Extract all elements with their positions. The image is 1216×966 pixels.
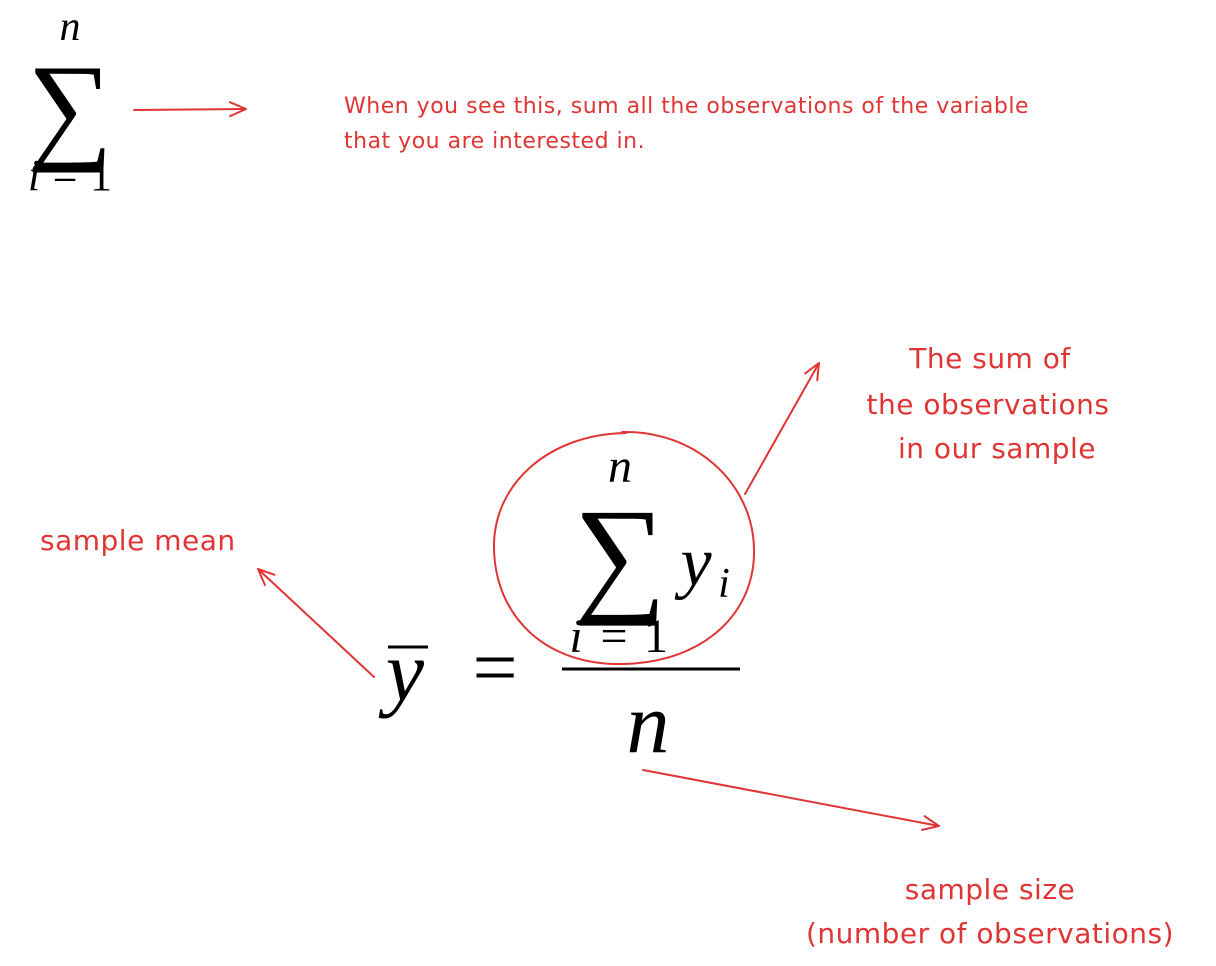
equals-sign: = bbox=[472, 624, 517, 712]
mean-formula: y = n ∑ y i i = 1 n bbox=[378, 440, 740, 771]
sum-arrow bbox=[744, 362, 820, 495]
sigma-lower-eq: = bbox=[53, 151, 78, 200]
mean-label: sample mean bbox=[40, 524, 236, 557]
size-label-line1: sample size bbox=[905, 873, 1076, 906]
sigma-lower-start: 1 bbox=[90, 151, 112, 200]
size-label-line2: (number of observations) bbox=[806, 917, 1174, 950]
sigma-note-line2: that you are interested in. bbox=[344, 129, 645, 154]
mean-sigma-lower-var: i bbox=[569, 610, 582, 663]
sum-highlight-circle bbox=[492, 430, 756, 666]
sigma-note-line1: When you see this, sum all the observati… bbox=[344, 94, 1029, 119]
sigma-lower-var: i bbox=[28, 151, 40, 200]
summand-y: y bbox=[674, 524, 712, 601]
y-bar-symbol: y bbox=[378, 623, 425, 719]
mean-sigma-lower-start: 1 bbox=[644, 610, 668, 663]
summand-subscript: i bbox=[718, 561, 730, 607]
mean-sigma-symbol: ∑ bbox=[574, 483, 667, 627]
size-arrow bbox=[642, 769, 940, 831]
sigma-symbol: ∑ bbox=[27, 40, 113, 173]
sum-label-line3: in our sample bbox=[898, 432, 1096, 465]
mean-sigma-lower-eq: = bbox=[600, 610, 627, 663]
sum-label-line2: the observations bbox=[866, 388, 1109, 421]
mean-sigma-upper-limit: n bbox=[608, 440, 632, 493]
sigma-arrow bbox=[133, 101, 247, 118]
sigma-upper-limit: n bbox=[60, 4, 81, 50]
mean-arrow bbox=[257, 568, 375, 678]
denominator-n: n bbox=[627, 675, 670, 771]
sigma-notation: n ∑ i = 1 bbox=[27, 4, 113, 200]
sum-label-line1: The sum of bbox=[908, 342, 1071, 375]
